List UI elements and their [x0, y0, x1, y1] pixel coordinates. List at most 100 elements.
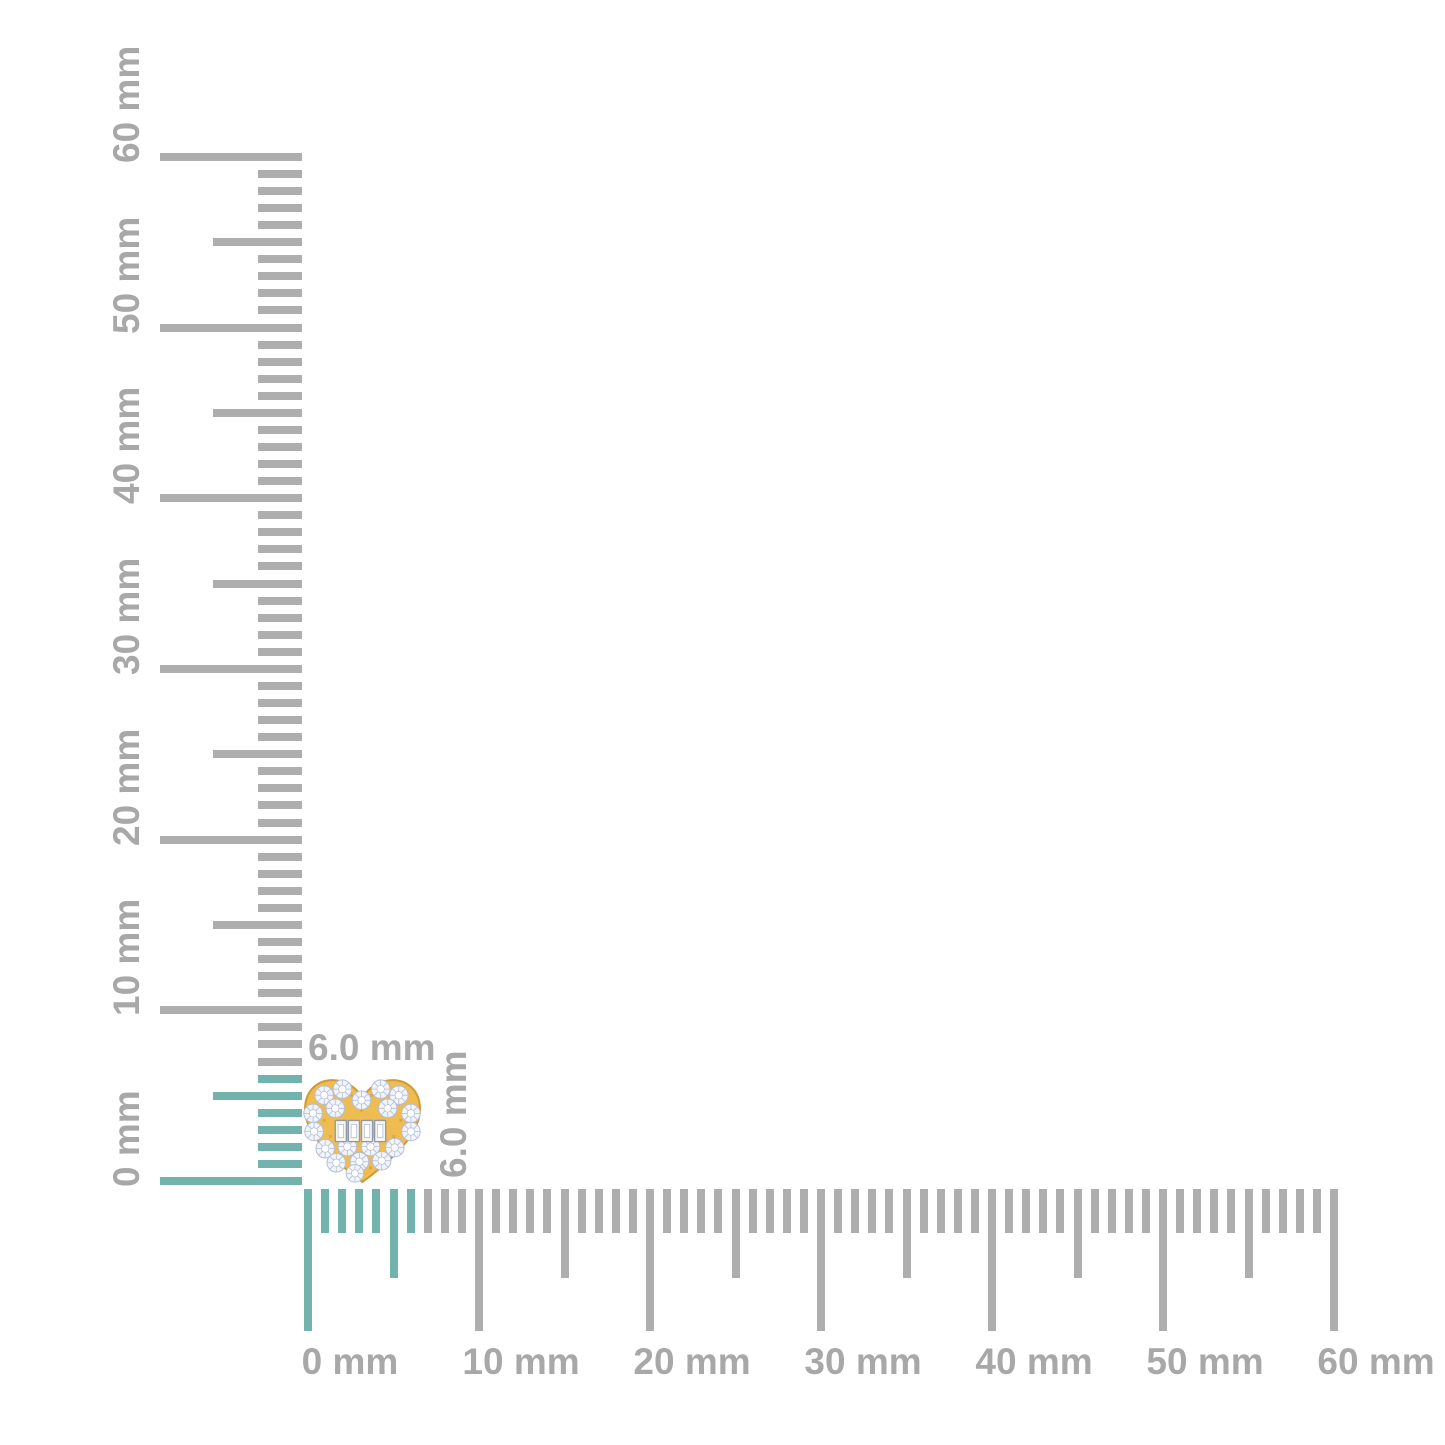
v-tick-42mm — [258, 460, 302, 469]
v-tick-13mm — [258, 955, 302, 964]
h-tick-43mm — [1039, 1189, 1048, 1233]
v-tick-35mm — [213, 579, 302, 588]
v-tick-11mm — [258, 989, 302, 998]
v-tick-45mm — [213, 408, 302, 417]
item-width-label: 6.0 mm — [308, 1027, 436, 1068]
h-tick-50mm — [1159, 1189, 1167, 1331]
baguette-diamonds — [334, 1119, 387, 1143]
h-tick-56mm — [1261, 1189, 1270, 1233]
v-tick-21mm — [258, 818, 302, 827]
h-tick-23mm — [697, 1189, 706, 1233]
h-tick-38mm — [953, 1189, 962, 1233]
v-tick-37mm — [258, 545, 302, 554]
h-tick-30mm — [817, 1189, 825, 1331]
h-ruler-label-60mm: 60 mm — [1317, 1341, 1435, 1382]
v-tick-33mm — [258, 613, 302, 622]
h-tick-2mm — [338, 1189, 347, 1233]
v-tick-26mm — [258, 733, 302, 742]
v-tick-7mm — [258, 1057, 302, 1066]
h-tick-32mm — [851, 1189, 860, 1233]
h-ruler-label-20mm: 20 mm — [633, 1341, 751, 1382]
v-ruler-label-50mm: 50 mm — [106, 216, 147, 334]
h-ruler-label-0mm: 0 mm — [301, 1341, 399, 1382]
h-tick-19mm — [628, 1189, 637, 1233]
h-tick-9mm — [457, 1189, 466, 1233]
item-height-label: 6.0 mm — [433, 1050, 474, 1178]
v-tick-34mm — [258, 596, 302, 605]
v-tick-14mm — [258, 938, 302, 947]
h-tick-51mm — [1176, 1189, 1185, 1233]
h-tick-22mm — [680, 1189, 689, 1233]
h-tick-37mm — [936, 1189, 945, 1233]
h-tick-46mm — [1090, 1189, 1099, 1233]
v-tick-56mm — [258, 221, 302, 230]
h-tick-6mm — [406, 1189, 415, 1233]
h-tick-53mm — [1210, 1189, 1219, 1233]
h-tick-1mm — [321, 1189, 330, 1233]
h-tick-0mm — [304, 1189, 312, 1331]
v-tick-28mm — [258, 699, 302, 708]
v-tick-39mm — [258, 511, 302, 520]
h-tick-14mm — [543, 1189, 552, 1233]
h-tick-45mm — [1073, 1189, 1082, 1278]
v-tick-44mm — [258, 425, 302, 434]
v-tick-1mm — [258, 1159, 302, 1168]
h-tick-35mm — [902, 1189, 911, 1278]
h-tick-47mm — [1107, 1189, 1116, 1233]
h-tick-42mm — [1022, 1189, 1031, 1233]
v-tick-30mm — [160, 664, 302, 673]
h-tick-28mm — [782, 1189, 791, 1233]
v-tick-17mm — [258, 886, 302, 895]
v-tick-51mm — [258, 306, 302, 315]
v-tick-47mm — [258, 374, 302, 383]
v-ruler-label-60mm: 60 mm — [106, 45, 147, 163]
v-tick-55mm — [213, 238, 302, 247]
h-tick-8mm — [440, 1189, 449, 1233]
v-ruler-label-40mm: 40 mm — [106, 386, 147, 505]
v-tick-31mm — [258, 647, 302, 656]
v-tick-50mm — [160, 323, 302, 332]
v-ruler-label-20mm: 20 mm — [106, 728, 147, 846]
h-tick-36mm — [919, 1189, 928, 1233]
v-tick-48mm — [258, 357, 302, 366]
h-tick-4mm — [372, 1189, 381, 1233]
v-tick-40mm — [160, 494, 302, 503]
h-tick-27mm — [765, 1189, 774, 1233]
h-tick-44mm — [1056, 1189, 1065, 1233]
v-tick-49mm — [258, 340, 302, 349]
h-tick-39mm — [970, 1189, 979, 1233]
v-tick-41mm — [258, 477, 302, 486]
v-ruler-label-10mm: 10 mm — [106, 899, 147, 1017]
v-tick-10mm — [160, 1006, 302, 1015]
h-tick-40mm — [988, 1189, 996, 1331]
h-tick-29mm — [799, 1189, 808, 1233]
v-tick-46mm — [258, 391, 302, 400]
h-tick-15mm — [560, 1189, 569, 1278]
h-ruler-label-50mm: 50 mm — [1146, 1341, 1264, 1382]
v-tick-23mm — [258, 784, 302, 793]
h-tick-48mm — [1124, 1189, 1133, 1233]
v-tick-59mm — [258, 169, 302, 178]
h-tick-3mm — [355, 1189, 364, 1233]
v-tick-18mm — [258, 869, 302, 878]
h-tick-58mm — [1295, 1189, 1304, 1233]
v-tick-25mm — [213, 750, 302, 759]
v-tick-43mm — [258, 442, 302, 451]
v-tick-24mm — [258, 767, 302, 776]
v-tick-19mm — [258, 852, 302, 861]
h-tick-17mm — [594, 1189, 603, 1233]
h-ruler-label-10mm: 10 mm — [462, 1341, 580, 1382]
v-tick-20mm — [160, 835, 302, 844]
v-tick-52mm — [258, 289, 302, 298]
h-tick-33mm — [868, 1189, 877, 1233]
h-tick-25mm — [731, 1189, 740, 1278]
h-tick-57mm — [1278, 1189, 1287, 1233]
v-tick-53mm — [258, 272, 302, 281]
v-ruler-label-30mm: 30 mm — [106, 557, 147, 675]
h-tick-5mm — [389, 1189, 398, 1278]
v-tick-22mm — [258, 801, 302, 810]
h-tick-59mm — [1312, 1189, 1321, 1233]
h-tick-7mm — [423, 1189, 432, 1233]
v-tick-36mm — [258, 562, 302, 571]
